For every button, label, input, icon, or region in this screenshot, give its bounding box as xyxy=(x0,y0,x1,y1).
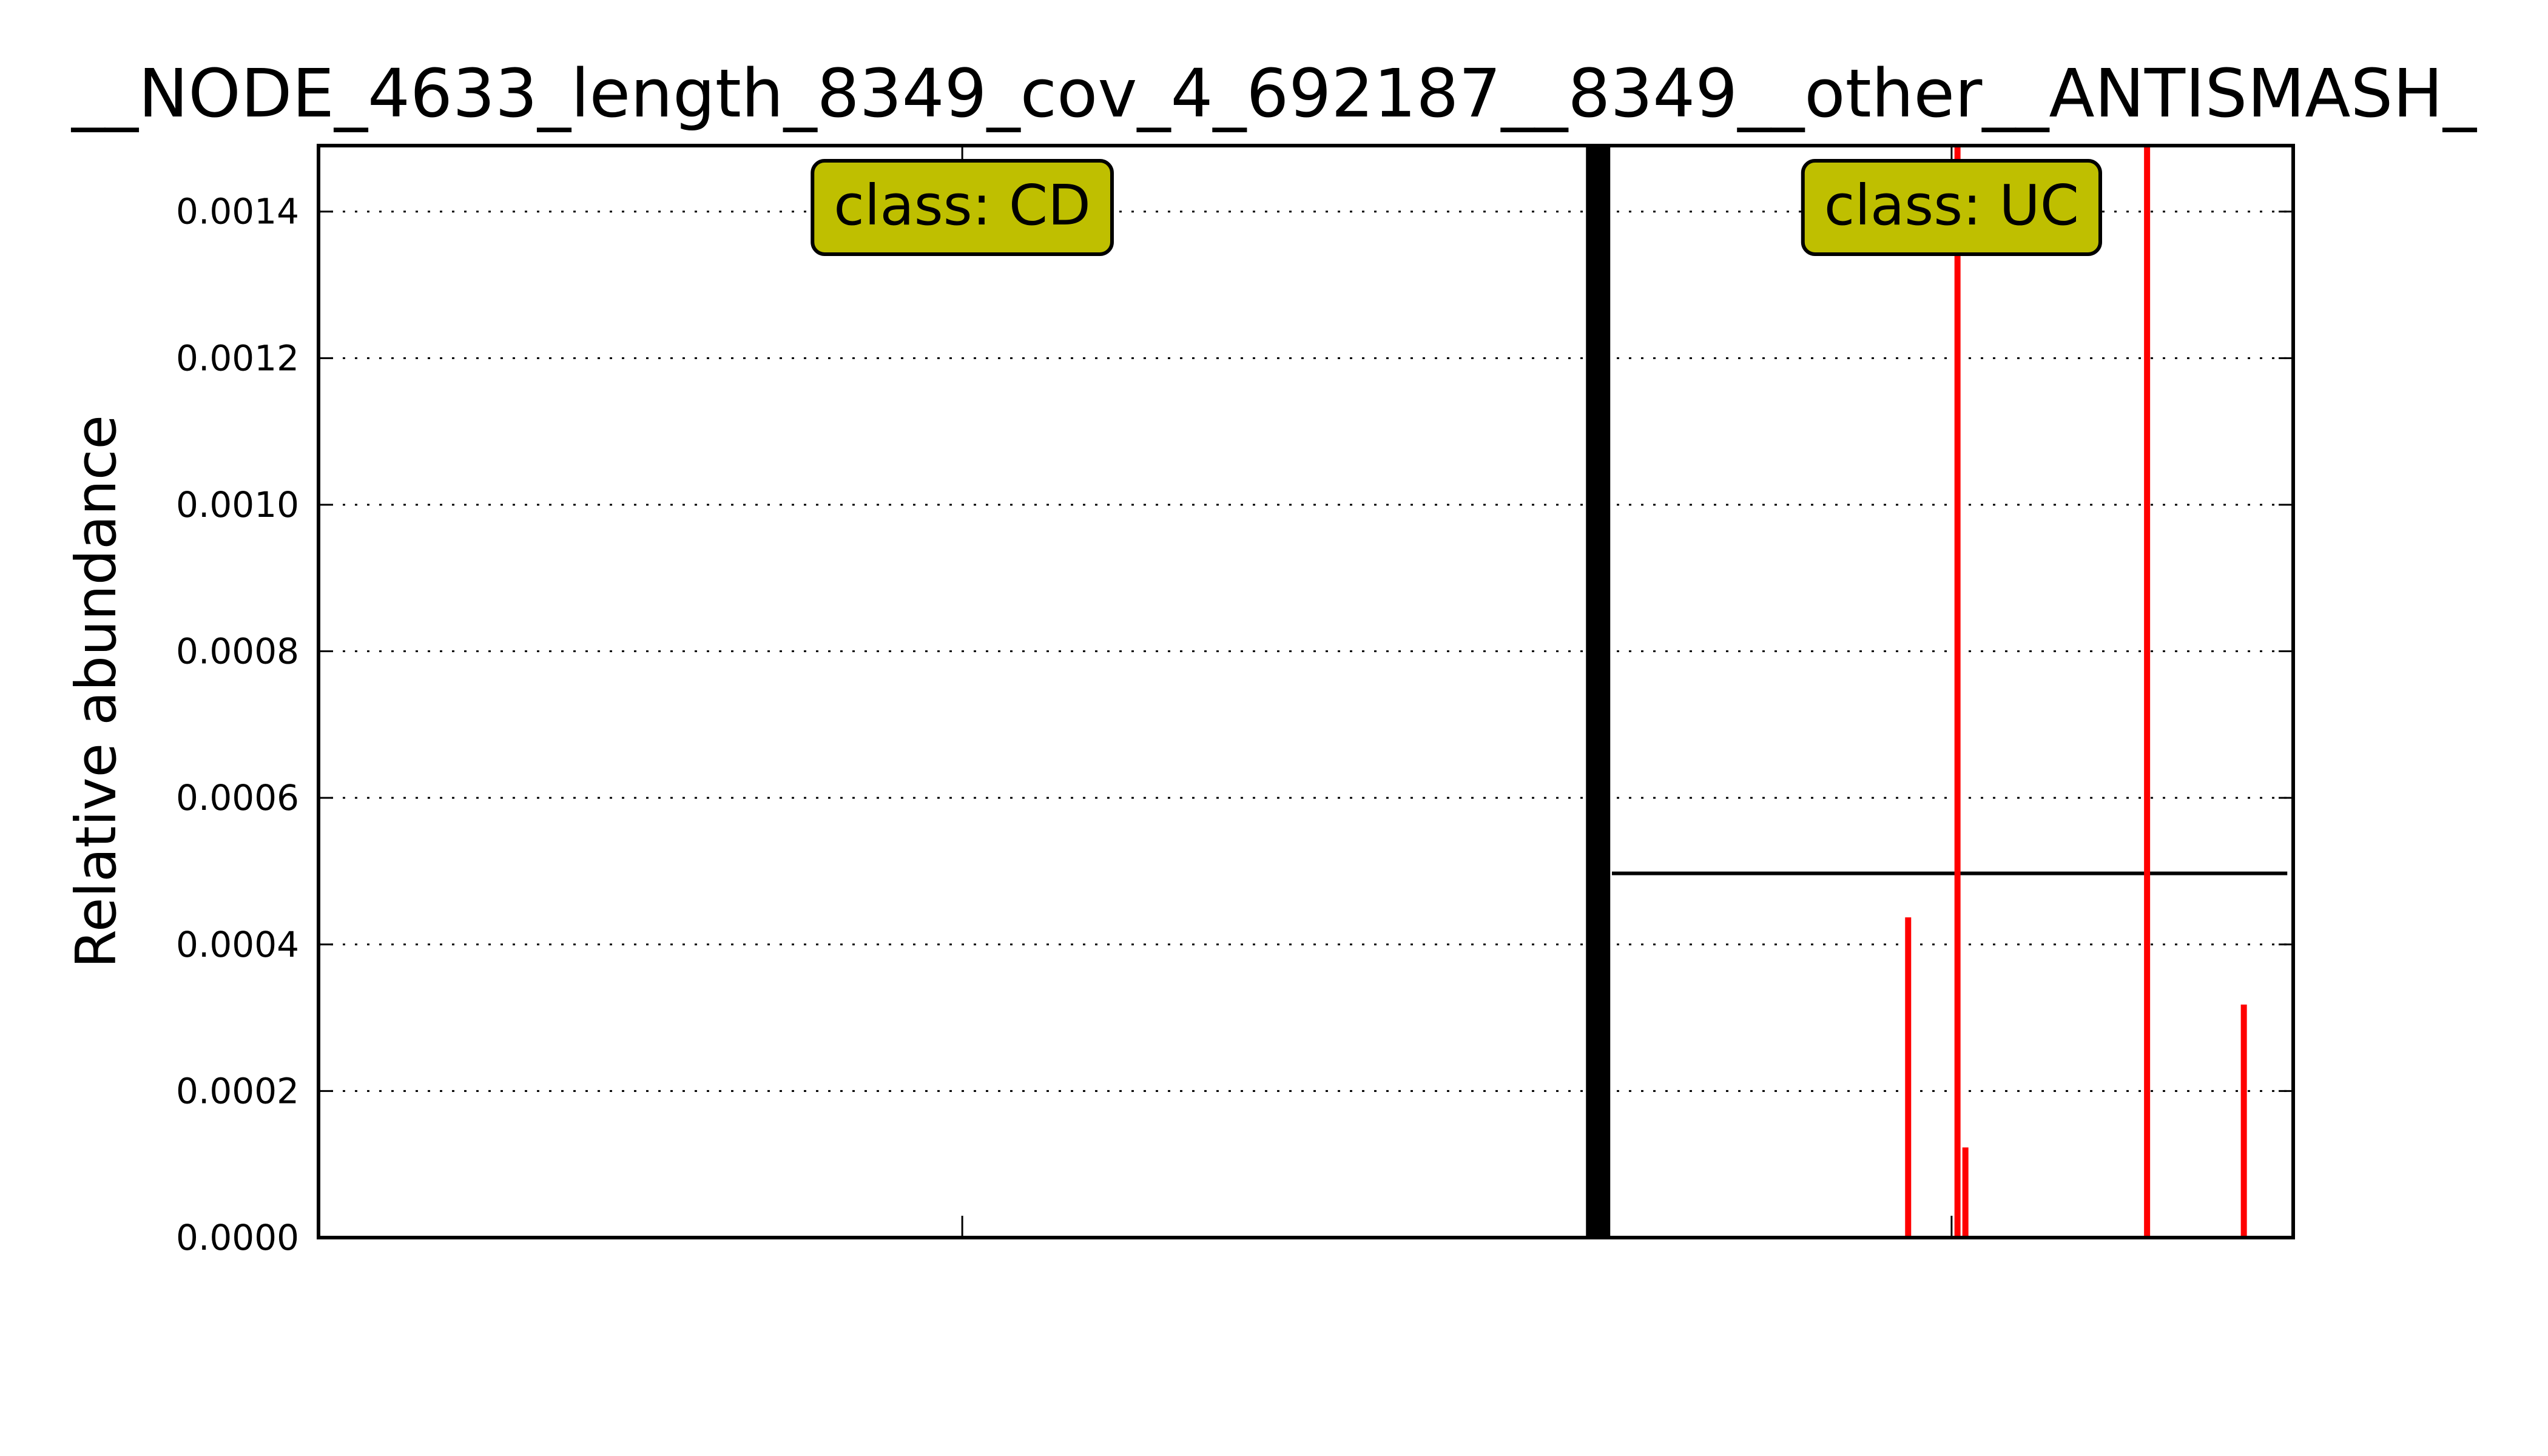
class-label-background xyxy=(811,159,1114,256)
class-labels: class: CD class: UC xyxy=(811,159,2102,256)
y-tick-label: 0.0014 xyxy=(176,191,299,232)
y-tick-label: 0.0008 xyxy=(176,631,299,672)
class-label-text: class: UC xyxy=(1824,173,2079,238)
class-label-box: class: UC xyxy=(1801,159,2102,256)
x-axis-ticks xyxy=(961,146,1953,1238)
plot-frame xyxy=(317,144,2295,1239)
class-label-box: class: CD xyxy=(811,159,1114,256)
y-tick-label: 0.0006 xyxy=(176,777,299,818)
class-label-text: class: CD xyxy=(834,173,1091,238)
class-label-background xyxy=(1801,159,2102,256)
y-tick-label: 0.0000 xyxy=(176,1217,299,1258)
grid-lines xyxy=(318,211,2293,1092)
y-tick-label: 0.0004 xyxy=(176,924,299,965)
y-axis-label: Relative abundance xyxy=(64,415,129,968)
y-tick-label: 0.0010 xyxy=(176,484,299,525)
y-axis-ticks: 0.0000 0.0002 0.0004 0.0006 0.0008 0.0010 0.00… xyxy=(176,191,2293,1258)
y-tick-label: 0.0012 xyxy=(176,337,299,379)
bars xyxy=(1905,146,2247,1238)
chart-title: __NODE_4633_length_8349_cov_4_692187__83… xyxy=(70,55,2478,132)
y-tick-label: 0.0002 xyxy=(176,1070,299,1111)
